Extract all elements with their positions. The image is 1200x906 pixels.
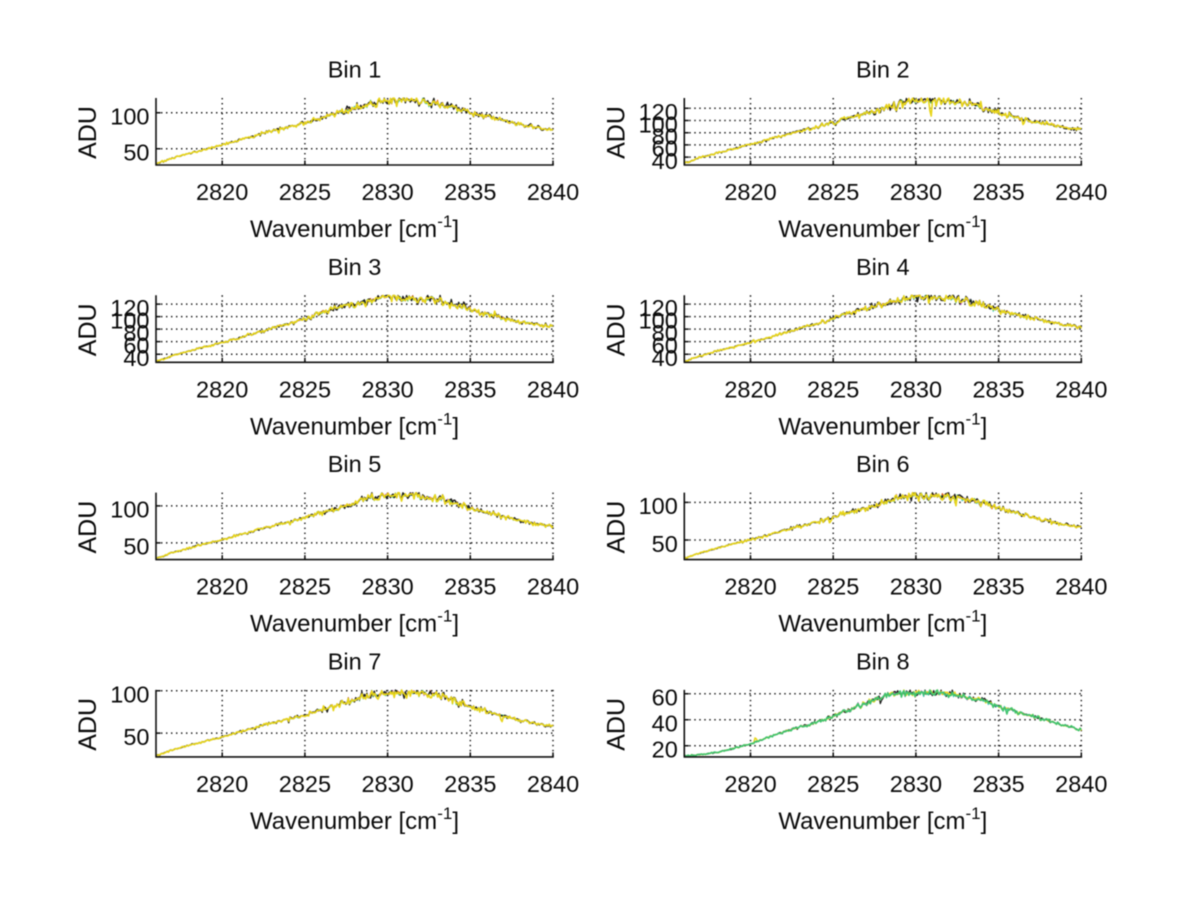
svg-text:2830: 2830 — [890, 771, 942, 797]
svg-text:80: 80 — [652, 320, 678, 346]
svg-text:ADU: ADU — [74, 698, 102, 751]
svg-text:2830: 2830 — [361, 179, 413, 205]
svg-text:Bin 8: Bin 8 — [856, 649, 910, 675]
svg-text:100: 100 — [639, 111, 678, 137]
svg-text:50: 50 — [123, 724, 149, 750]
svg-text:Bin 4: Bin 4 — [856, 254, 910, 280]
svg-text:2835: 2835 — [972, 771, 1024, 797]
svg-text:2830: 2830 — [361, 574, 413, 600]
svg-text:2820: 2820 — [724, 771, 776, 797]
svg-text:ADU: ADU — [74, 303, 102, 356]
svg-text:ADU: ADU — [602, 698, 630, 751]
svg-text:100: 100 — [110, 682, 149, 708]
svg-text:40: 40 — [652, 711, 678, 737]
svg-text:2825: 2825 — [807, 376, 859, 402]
svg-text:100: 100 — [110, 307, 149, 333]
svg-text:60: 60 — [652, 685, 678, 711]
svg-text:20: 20 — [652, 737, 678, 763]
svg-text:Wavenumber [cm-1]: Wavenumber [cm-1] — [778, 409, 987, 440]
svg-text:2820: 2820 — [196, 376, 248, 402]
svg-text:2835: 2835 — [444, 771, 496, 797]
svg-text:100: 100 — [639, 493, 678, 519]
svg-text:40: 40 — [123, 345, 149, 371]
svg-text:2840: 2840 — [527, 179, 579, 205]
svg-text:ADU: ADU — [602, 303, 630, 356]
svg-text:2840: 2840 — [527, 574, 579, 600]
svg-text:2840: 2840 — [1055, 179, 1107, 205]
svg-text:Wavenumber [cm-1]: Wavenumber [cm-1] — [778, 607, 987, 638]
svg-text:2820: 2820 — [196, 771, 248, 797]
svg-text:2840: 2840 — [1055, 574, 1107, 600]
svg-text:120: 120 — [639, 295, 678, 321]
svg-text:2820: 2820 — [196, 574, 248, 600]
svg-text:Wavenumber [cm-1]: Wavenumber [cm-1] — [250, 409, 459, 440]
svg-text:40: 40 — [652, 345, 678, 371]
svg-text:100: 100 — [110, 104, 149, 130]
svg-text:2840: 2840 — [1055, 771, 1107, 797]
svg-text:2825: 2825 — [279, 771, 331, 797]
svg-text:Wavenumber [cm-1]: Wavenumber [cm-1] — [778, 212, 987, 243]
svg-text:Bin 3: Bin 3 — [328, 254, 382, 280]
svg-text:50: 50 — [652, 531, 678, 557]
svg-text:Wavenumber [cm-1]: Wavenumber [cm-1] — [250, 607, 459, 638]
svg-text:80: 80 — [652, 124, 678, 150]
svg-text:60: 60 — [652, 332, 678, 358]
svg-text:2830: 2830 — [361, 771, 413, 797]
svg-text:Bin 1: Bin 1 — [328, 57, 382, 83]
svg-text:2825: 2825 — [279, 574, 331, 600]
svg-text:2840: 2840 — [527, 771, 579, 797]
svg-text:2830: 2830 — [890, 179, 942, 205]
svg-text:Bin 6: Bin 6 — [856, 451, 910, 477]
svg-text:80: 80 — [123, 320, 149, 346]
svg-text:2835: 2835 — [444, 574, 496, 600]
svg-text:100: 100 — [110, 497, 149, 523]
svg-text:2825: 2825 — [807, 179, 859, 205]
svg-text:2820: 2820 — [724, 376, 776, 402]
svg-text:2835: 2835 — [444, 376, 496, 402]
svg-text:2835: 2835 — [444, 179, 496, 205]
svg-text:2835: 2835 — [972, 376, 1024, 402]
svg-text:2820: 2820 — [724, 574, 776, 600]
svg-text:100: 100 — [639, 307, 678, 333]
svg-text:Bin 5: Bin 5 — [328, 451, 382, 477]
svg-text:ADU: ADU — [74, 501, 102, 554]
svg-text:ADU: ADU — [602, 106, 630, 159]
svg-text:Wavenumber [cm-1]: Wavenumber [cm-1] — [250, 804, 459, 835]
svg-text:2840: 2840 — [1055, 376, 1107, 402]
svg-text:2825: 2825 — [807, 771, 859, 797]
svg-text:60: 60 — [652, 136, 678, 162]
svg-text:50: 50 — [123, 534, 149, 560]
svg-text:2820: 2820 — [196, 179, 248, 205]
svg-text:Bin 7: Bin 7 — [328, 649, 382, 675]
svg-text:2830: 2830 — [890, 574, 942, 600]
svg-text:2835: 2835 — [972, 179, 1024, 205]
svg-text:2830: 2830 — [890, 376, 942, 402]
svg-text:40: 40 — [652, 148, 678, 174]
svg-text:2825: 2825 — [279, 179, 331, 205]
svg-text:2840: 2840 — [527, 376, 579, 402]
svg-text:Wavenumber [cm-1]: Wavenumber [cm-1] — [778, 804, 987, 835]
svg-text:120: 120 — [110, 295, 149, 321]
svg-text:120: 120 — [639, 99, 678, 125]
svg-text:Wavenumber [cm-1]: Wavenumber [cm-1] — [250, 212, 459, 243]
svg-text:2825: 2825 — [279, 376, 331, 402]
svg-text:60: 60 — [123, 332, 149, 358]
svg-text:Bin 2: Bin 2 — [856, 57, 910, 83]
svg-text:2825: 2825 — [807, 574, 859, 600]
svg-text:ADU: ADU — [602, 501, 630, 554]
svg-text:2820: 2820 — [724, 179, 776, 205]
svg-text:ADU: ADU — [74, 106, 102, 159]
svg-text:2835: 2835 — [972, 574, 1024, 600]
svg-text:2830: 2830 — [361, 376, 413, 402]
svg-text:50: 50 — [123, 140, 149, 166]
